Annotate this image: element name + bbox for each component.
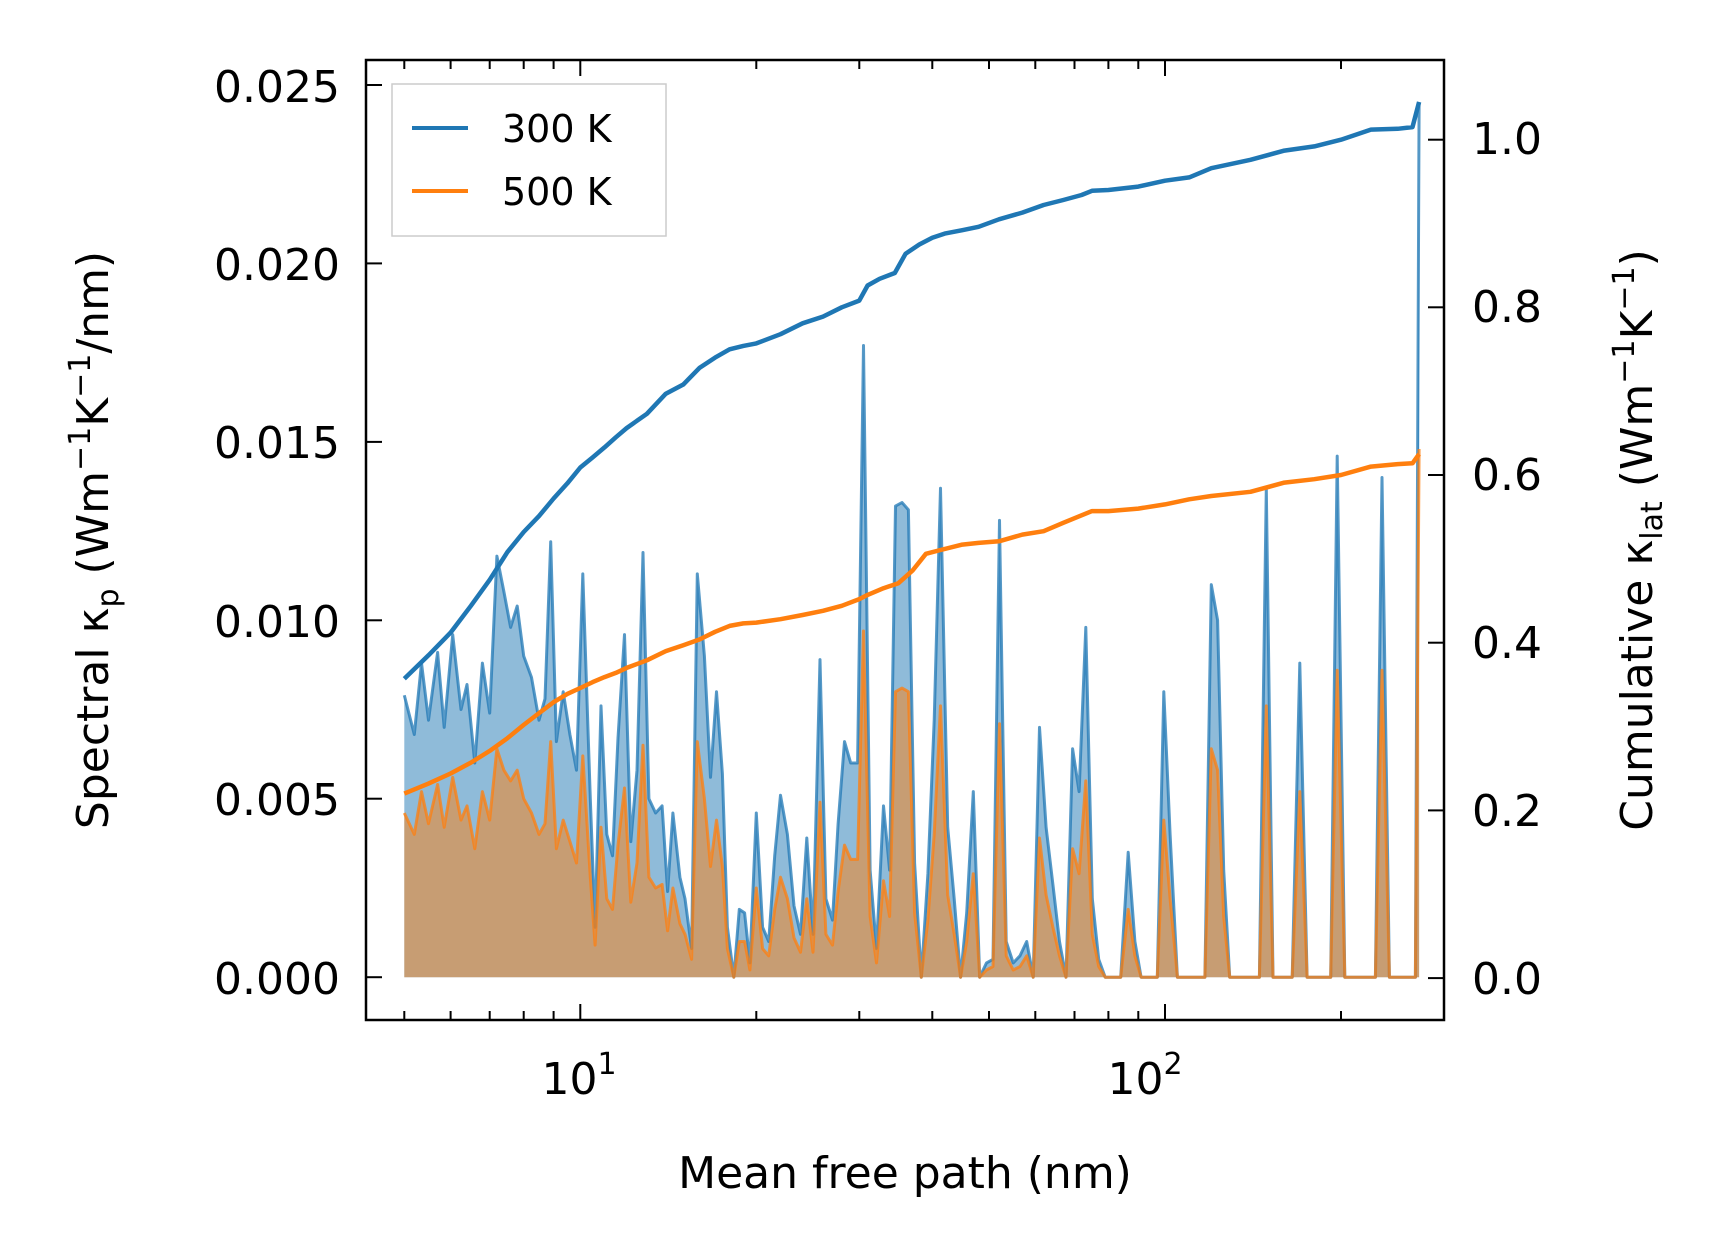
right-y-axis-title: Cumulative κlat (Wm−1K−1) (1607, 249, 1670, 831)
x-axis-tick-labels: 101 102 (541, 1047, 1182, 1105)
left-tick-label-3: 0.015 (214, 418, 340, 469)
x-axis-title: Mean free path (nm) (678, 1148, 1132, 1199)
legend-label-500k: 500 K (502, 170, 613, 214)
right-tick-label-4: 0.8 (1472, 282, 1542, 333)
axis-ticks (366, 60, 1445, 1020)
left-y-axis-title: Spectral κp (Wm−1K−1/nm) (63, 251, 126, 829)
left-y-tick-labels: 0.000 0.005 0.010 0.015 0.020 0.025 (214, 62, 340, 1005)
left-tick-label-0: 0.000 (214, 954, 340, 1005)
right-tick-label-5: 1.0 (1472, 114, 1542, 165)
right-tick-label-1: 0.2 (1472, 786, 1542, 837)
left-tick-label-1: 0.005 (214, 775, 340, 826)
left-tick-label-2: 0.010 (214, 597, 340, 648)
right-y-tick-labels: 0.0 0.2 0.4 0.6 0.8 1.0 (1472, 114, 1542, 1005)
cumulative-lines (402, 101, 1422, 796)
right-tick-label-3: 0.6 (1472, 450, 1542, 501)
x-tick-label-100: 102 (1107, 1047, 1182, 1105)
right-tick-label-0: 0.0 (1472, 954, 1542, 1005)
right-tick-label-2: 0.4 (1472, 618, 1542, 669)
legend-frame (391, 83, 667, 237)
legend-label-300k: 300 K (502, 107, 613, 151)
legend: 300 K 500 K (391, 83, 667, 237)
spectral-line-500k (402, 448, 1421, 979)
plot-area (364, 58, 1446, 1022)
plot-frame (364, 58, 1446, 1022)
left-tick-label-4: 0.020 (214, 240, 340, 291)
cumulative-line-500k (403, 452, 1421, 796)
cumulative-line-300k (402, 101, 1422, 681)
left-tick-label-5: 0.025 (214, 62, 340, 113)
x-tick-label-10: 101 (541, 1047, 616, 1105)
